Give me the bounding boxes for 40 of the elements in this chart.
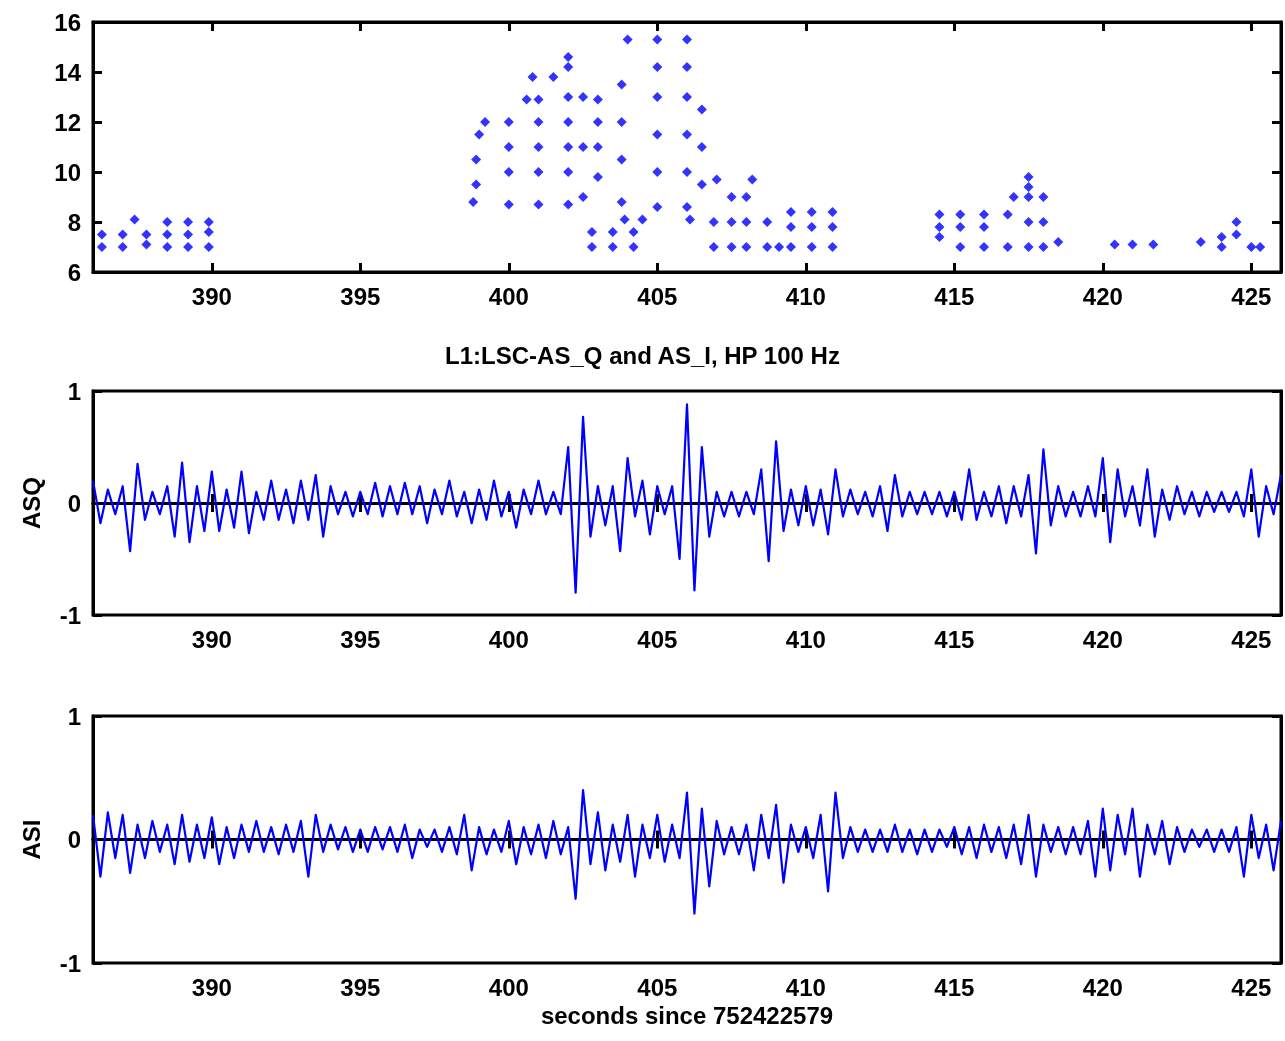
y-tick-label: 0 xyxy=(67,826,81,853)
y-tick-label: 1 xyxy=(67,377,81,405)
y-axis-title: ASI xyxy=(17,819,45,860)
y-tick-label: 0 xyxy=(67,489,81,517)
y-tick-label: -1 xyxy=(59,949,81,977)
x-tick-label: 395 xyxy=(340,973,381,1001)
x-tick-label: 410 xyxy=(785,973,826,1001)
x-tick-label: 390 xyxy=(191,282,232,310)
x-tick-label: 415 xyxy=(934,625,975,653)
x-tick-label: 390 xyxy=(191,625,232,653)
x-tick-label: 400 xyxy=(488,973,529,1001)
chart-title: L1:LSC-AS_Q and AS_I, HP 100 Hz xyxy=(445,341,840,369)
x-tick-label: 405 xyxy=(637,625,678,653)
y-tick-label: 14 xyxy=(54,58,82,86)
x-tick-label: 420 xyxy=(1082,973,1123,1001)
x-tick-label: 425 xyxy=(1231,625,1272,653)
x-tick-label: 420 xyxy=(1082,282,1123,310)
y-tick-label: 10 xyxy=(54,158,81,186)
y-tick-label: 8 xyxy=(67,208,81,236)
x-tick-label: 410 xyxy=(785,625,826,653)
x-axis-title: seconds since 752422579 xyxy=(540,1002,834,1030)
x-tick-label: 405 xyxy=(637,282,678,310)
x-tick-label: 390 xyxy=(191,973,232,1001)
x-tick-label: 425 xyxy=(1231,282,1272,310)
x-tick-label: 420 xyxy=(1082,625,1123,653)
x-tick-label: 395 xyxy=(340,625,381,653)
x-tick-label: 410 xyxy=(785,282,826,310)
x-tick-label: 415 xyxy=(934,282,975,310)
x-tick-label: 400 xyxy=(488,282,529,310)
x-tick-label: 425 xyxy=(1231,973,1272,1001)
x-tick-label: 405 xyxy=(637,973,678,1001)
y-tick-label: 12 xyxy=(54,108,81,136)
y-tick-label: 6 xyxy=(67,258,81,286)
y-axis-title: ASQ xyxy=(17,476,45,530)
x-tick-label: 395 xyxy=(340,282,381,310)
y-tick-label: 1 xyxy=(67,702,81,730)
y-tick-label: -1 xyxy=(59,601,81,629)
x-tick-label: 415 xyxy=(934,973,975,1001)
x-tick-label: 400 xyxy=(488,625,529,653)
y-tick-label: 16 xyxy=(54,8,81,36)
